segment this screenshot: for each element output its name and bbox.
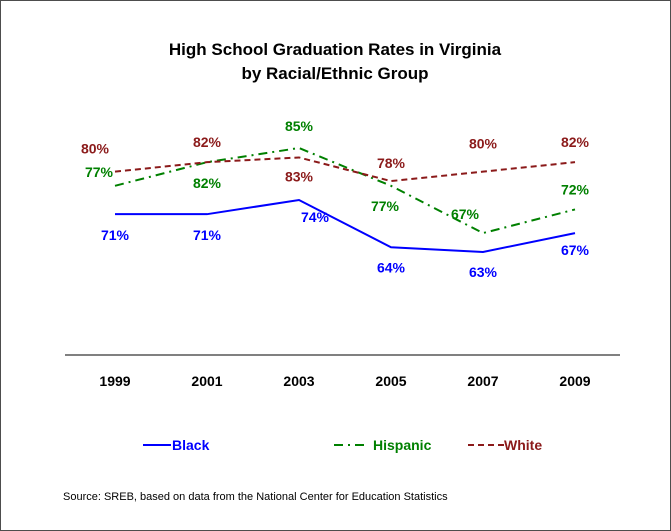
data-label-white: 78%: [377, 155, 406, 171]
x-tick-labels: 1999 2001 2003 2005 2007 2009: [99, 373, 590, 389]
data-label-black: 67%: [561, 242, 590, 258]
data-label-black: 63%: [469, 264, 498, 280]
legend-item-white: White: [468, 437, 542, 453]
data-label-hispanic: 77%: [85, 164, 114, 180]
x-tick-label: 2001: [191, 373, 222, 389]
data-label-white: 80%: [81, 141, 110, 157]
chart-legend: Black Hispanic White: [143, 437, 542, 453]
data-label-hispanic: 67%: [451, 206, 480, 222]
series-line-black: [115, 198, 576, 254]
data-label-white: 82%: [561, 134, 590, 150]
x-tick-label: 2009: [559, 373, 590, 389]
x-tick-label: 2007: [467, 373, 498, 389]
data-label-hispanic: 85%: [285, 118, 314, 134]
data-label-black: 74%: [301, 209, 330, 225]
x-tick-label: 2003: [283, 373, 314, 389]
x-tick-label: 1999: [99, 373, 130, 389]
source-note: Source: SREB, based on data from the Nat…: [63, 491, 448, 503]
data-label-white: 80%: [469, 136, 498, 152]
data-label-black: 64%: [377, 259, 406, 275]
series-lines: [114, 146, 576, 254]
data-label-hispanic: 82%: [193, 175, 222, 191]
series-line-white: [114, 156, 576, 183]
data-label-hispanic: 77%: [371, 198, 400, 214]
legend-item-black: Black: [143, 437, 210, 453]
series-line-hispanic: [114, 146, 576, 235]
legend-label-hispanic: Hispanic: [373, 437, 432, 453]
data-labels: 71% 71% 74% 64% 63% 67% 77% 82% 85% 77% 67% 72% 80% 8…: [81, 118, 590, 280]
data-label-black: 71%: [193, 227, 222, 243]
legend-label-white: White: [504, 437, 542, 453]
legend-label-black: Black: [172, 437, 210, 453]
data-label-hispanic: 72%: [561, 181, 590, 197]
legend-item-hispanic: Hispanic: [334, 437, 432, 453]
data-label-white: 83%: [285, 168, 314, 184]
x-tick-label: 2005: [375, 373, 406, 389]
chart-subtitle: by Racial/Ethnic Group: [241, 64, 428, 83]
data-label-white: 82%: [193, 134, 222, 150]
data-label-black: 71%: [101, 227, 130, 243]
chart-title: High School Graduation Rates in Virginia: [169, 40, 502, 59]
